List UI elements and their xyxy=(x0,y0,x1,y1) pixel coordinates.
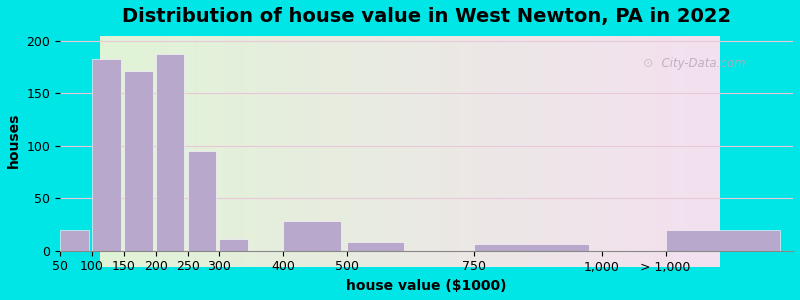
Y-axis label: houses: houses xyxy=(7,113,21,168)
Bar xyxy=(219,239,248,251)
Bar xyxy=(92,58,121,251)
Title: Distribution of house value in West Newton, PA in 2022: Distribution of house value in West Newt… xyxy=(122,7,731,26)
Bar xyxy=(666,230,780,251)
Bar xyxy=(187,151,216,251)
Bar xyxy=(474,244,589,251)
Bar xyxy=(283,221,341,251)
Text: ⊙: ⊙ xyxy=(642,57,654,70)
Bar xyxy=(347,242,404,251)
Bar xyxy=(124,71,153,251)
Text: City-Data.com: City-Data.com xyxy=(654,57,746,70)
X-axis label: house value ($1000): house value ($1000) xyxy=(346,279,507,293)
Bar xyxy=(60,230,89,251)
Bar xyxy=(156,54,184,251)
